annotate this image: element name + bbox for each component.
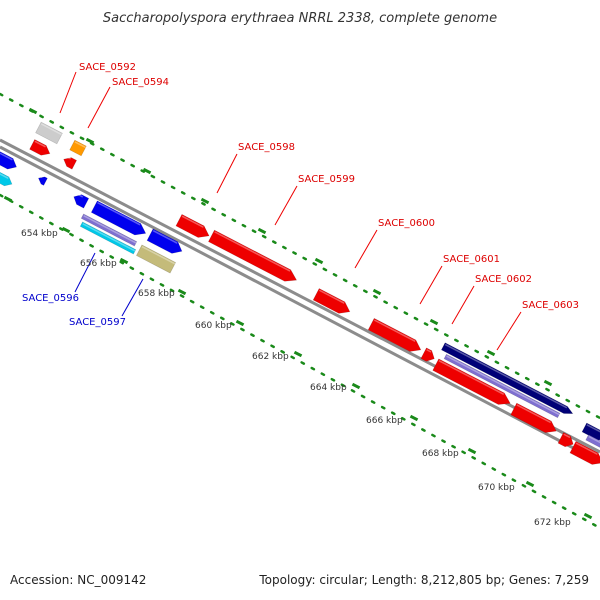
gene-label-sace-0599[interactable]: SACE_0599 <box>298 174 355 185</box>
inner-tick-track <box>0 193 600 530</box>
connector-sace-0601 <box>419 265 443 305</box>
outer-major-tick <box>486 349 496 357</box>
outer-major-tick <box>429 318 439 326</box>
gene-label-sace-0600[interactable]: SACE_0600 <box>378 218 435 229</box>
gene-sace-0591[interactable] <box>0 171 14 188</box>
gene-label-sace-0603[interactable]: SACE_0603 <box>522 300 579 311</box>
connector-sace-0596 <box>74 252 96 293</box>
kbp-label: 672 kbp <box>534 518 571 528</box>
gene-sace-0596[interactable] <box>80 213 138 247</box>
inner-major-tick <box>583 512 593 520</box>
inner-major-tick <box>525 480 535 488</box>
outer-major-tick <box>142 167 152 175</box>
connector-sace-0599 <box>274 185 298 226</box>
connector-sace-0598 <box>216 153 238 194</box>
gene-blue-right[interactable] <box>146 228 185 257</box>
kbp-label: 658 kbp <box>138 289 175 299</box>
gene-features <box>0 107 600 520</box>
gene-label-sace-0602[interactable]: SACE_0602 <box>475 274 532 285</box>
gene-label-sace-0597[interactable]: SACE_0597 <box>69 317 126 328</box>
gene-label-sace-0594[interactable]: SACE_0594 <box>112 77 169 88</box>
connector-sace-0602 <box>451 285 475 325</box>
gene-label-sace-0592[interactable]: SACE_0592 <box>79 62 136 73</box>
connector-sace-0592 <box>59 71 77 114</box>
inner-major-tick <box>293 350 303 358</box>
kbp-label: 664 kbp <box>310 383 347 393</box>
backbone-lower <box>0 145 600 464</box>
accession-text: Accession: NC_009142 <box>10 573 147 587</box>
gene-lavender-edge[interactable] <box>585 434 600 450</box>
gene-sace-0599[interactable] <box>208 229 299 286</box>
gene-sace-0602[interactable] <box>432 358 514 409</box>
gene-sace-0603[interactable] <box>510 402 560 437</box>
gene-blue-short[interactable] <box>71 192 90 209</box>
inner-major-tick <box>3 195 13 203</box>
gene-sace-small[interactable] <box>37 175 48 186</box>
inner-major-tick <box>61 226 71 234</box>
kbp-label: 666 kbp <box>366 416 403 426</box>
inner-major-tick <box>351 382 361 390</box>
outer-major-tick <box>28 107 38 115</box>
kbp-label: 660 kbp <box>195 321 232 331</box>
outer-major-tick <box>85 137 95 145</box>
gene-sace-0590[interactable] <box>0 149 19 173</box>
backbone-upper <box>0 138 600 454</box>
gene-sace-0595[interactable] <box>61 155 78 170</box>
map-title: Saccharopolyspora erythraea NRRL 2338, c… <box>103 11 497 26</box>
inner-major-tick <box>177 288 187 296</box>
gene-blue-long[interactable] <box>90 200 148 239</box>
kbp-label: 662 kbp <box>252 352 289 362</box>
inner-major-tick <box>119 257 129 265</box>
kbp-label: 656 kbp <box>80 259 117 269</box>
gene-labels: SACE_0592 SACE_0594 SACE_0598 SACE_0599 … <box>22 62 579 328</box>
outer-major-tick <box>543 379 553 387</box>
gene-sace-0600[interactable] <box>312 288 353 317</box>
gene-sace-0593[interactable] <box>29 139 53 159</box>
connector-sace-0597 <box>121 278 144 317</box>
gene-navy-band[interactable] <box>440 342 574 417</box>
gene-sace-0598[interactable] <box>175 213 212 241</box>
genome-summary-text: Topology: circular; Length: 8,212,805 bp… <box>259 573 589 587</box>
connector-sace-0600 <box>354 229 378 269</box>
kbp-labels: 654 kbp 656 kbp 658 kbp 660 kbp 662 kbp … <box>21 229 571 528</box>
gene-sace-0596-b[interactable] <box>79 221 137 255</box>
gene-sace-0601-b[interactable] <box>420 347 437 364</box>
kbp-label: 668 kbp <box>422 449 459 459</box>
outer-major-tick <box>200 197 210 205</box>
inner-major-tick <box>235 319 245 327</box>
gene-sace-0597[interactable] <box>135 244 177 274</box>
gene-label-sace-0601[interactable]: SACE_0601 <box>443 254 500 265</box>
inner-major-tick <box>409 414 419 422</box>
gene-sace-0594[interactable] <box>69 139 87 157</box>
gene-label-sace-0598[interactable]: SACE_0598 <box>238 142 295 153</box>
connector-sace-0603 <box>496 311 522 351</box>
inner-major-tick <box>467 447 477 455</box>
gene-red-edge[interactable] <box>569 440 600 468</box>
kbp-label: 670 kbp <box>478 483 515 493</box>
outer-major-tick <box>372 288 382 296</box>
outer-major-tick <box>314 257 324 265</box>
label-connectors <box>59 71 522 351</box>
gene-lavender-band[interactable] <box>443 353 561 419</box>
connector-sace-0594 <box>87 86 111 129</box>
kbp-label: 654 kbp <box>21 229 58 239</box>
gene-sace-0601[interactable] <box>367 317 424 355</box>
gene-sace-0592[interactable] <box>35 121 63 145</box>
gene-red-tail[interactable] <box>557 432 576 449</box>
gene-label-sace-0596[interactable]: SACE_0596 <box>22 293 79 304</box>
outer-major-tick <box>257 227 267 235</box>
